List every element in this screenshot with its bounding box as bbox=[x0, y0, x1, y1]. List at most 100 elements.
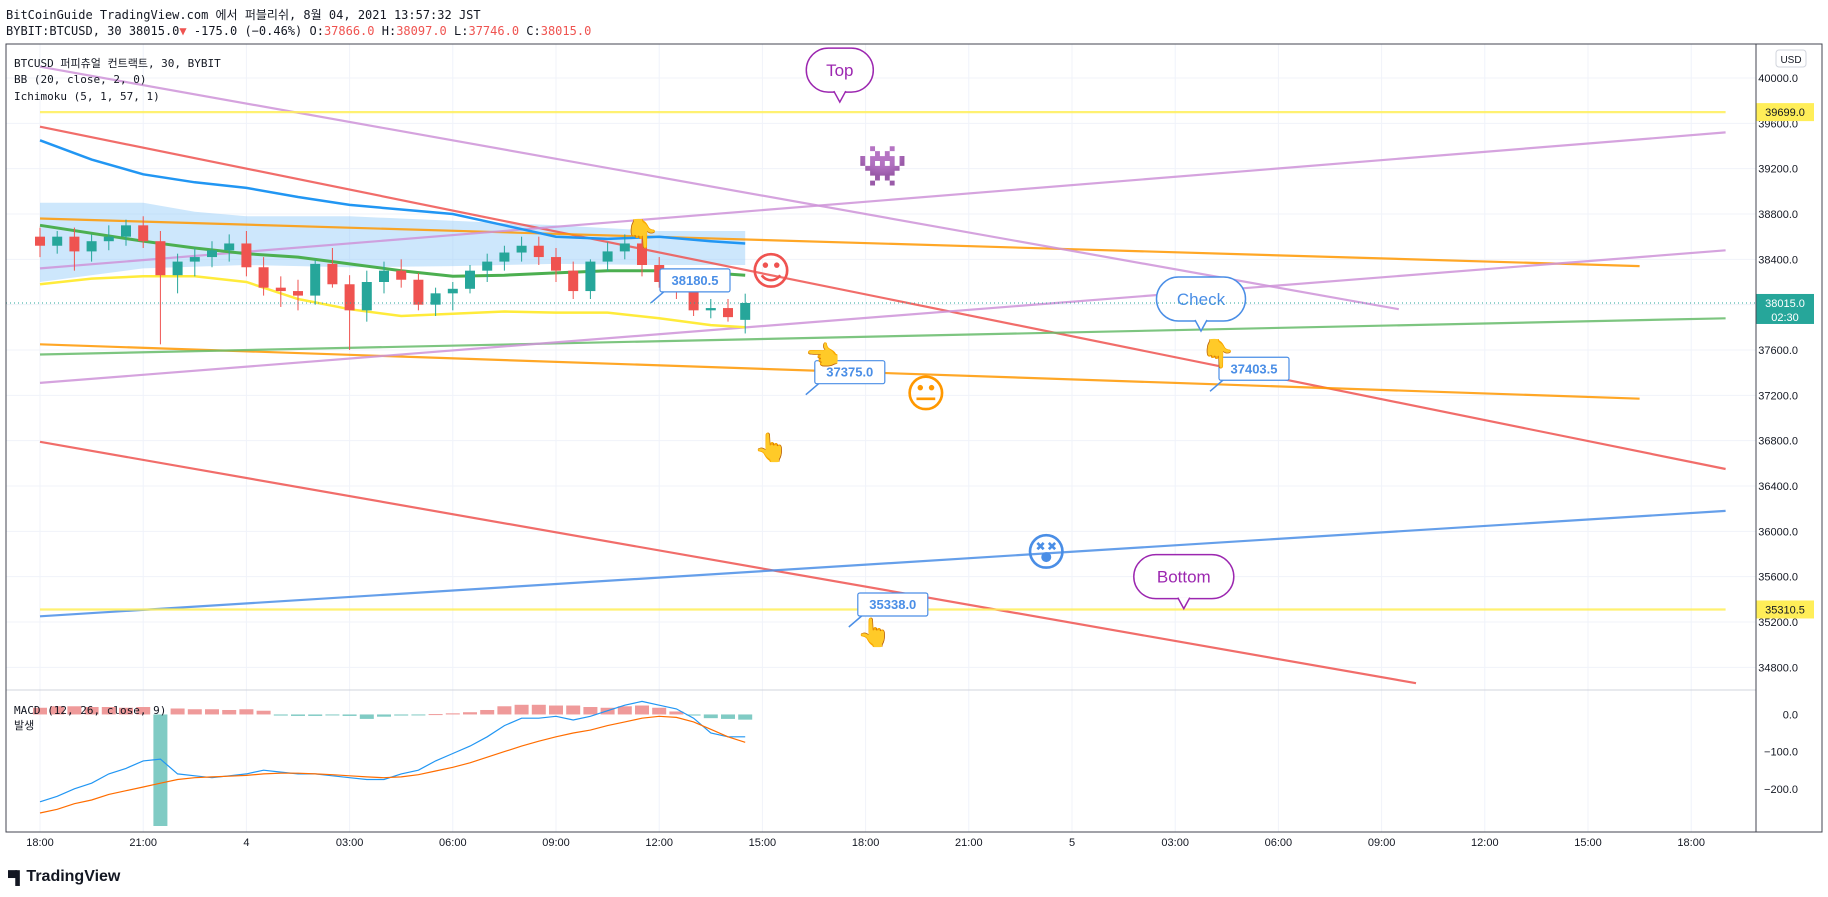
y-tick-label: 38400.0 bbox=[1758, 254, 1798, 266]
candle-body bbox=[327, 263, 338, 285]
candle-body bbox=[740, 302, 751, 320]
hand-pointer-icon[interactable]: 👈 bbox=[805, 339, 840, 372]
y-tick-label: 36000.0 bbox=[1758, 526, 1798, 538]
legend: BTCUSD 퍼피츄얼 컨트랙트, 30, BYBIT BB (20, clos… bbox=[14, 49, 1807, 732]
emoji-icon[interactable]: 👾 bbox=[858, 144, 908, 190]
candle-body bbox=[447, 288, 458, 294]
price-tag-last bbox=[1756, 293, 1814, 324]
y-tick-label: 36800.0 bbox=[1758, 436, 1798, 448]
x-tick-label: 21:00 bbox=[129, 837, 157, 849]
x-tick-label: 03:00 bbox=[336, 837, 364, 849]
emoji-icon[interactable]: 😵 bbox=[1025, 530, 1067, 576]
down-arrow-icon: ▼ bbox=[179, 24, 187, 38]
callout-text: Bottom bbox=[1157, 568, 1211, 587]
candle-body bbox=[465, 270, 475, 289]
trend-line-green[interactable] bbox=[39, 317, 1726, 356]
trend-line-orange[interactable] bbox=[39, 217, 1640, 268]
price-chart[interactable]: Top Check Bottom 38180.5 37375.0 37403.5 35338… bbox=[0, 0, 1828, 870]
price-label-text: 37403.5 bbox=[1231, 361, 1278, 376]
hand-pointer-icon[interactable]: 👇 bbox=[625, 217, 660, 250]
y-tick-label: 37200.0 bbox=[1758, 390, 1798, 402]
macd-histogram-bar bbox=[738, 714, 753, 720]
emoji-icon[interactable]: ☺ bbox=[750, 249, 792, 295]
x-tick-label: 18:00 bbox=[852, 837, 880, 849]
x-tick-label: 12:00 bbox=[1471, 837, 1499, 849]
ohlc-line: BYBIT:BTCUSD, 30 38015.0▼ -175.0 (−0.46%… bbox=[6, 24, 591, 38]
price-label-text: 38180.5 bbox=[672, 273, 719, 288]
price-label-box[interactable] bbox=[1218, 356, 1290, 381]
candle-body bbox=[138, 225, 149, 242]
price-label-pointer bbox=[848, 614, 864, 628]
candle-body bbox=[705, 308, 716, 311]
candle-body bbox=[516, 245, 527, 253]
x-tick-label: 06:00 bbox=[439, 837, 467, 849]
macd-histogram-bar bbox=[686, 714, 701, 716]
bb-basis-line bbox=[39, 223, 746, 278]
legend-macd: MACD (12, 26, close, 9) bbox=[14, 704, 166, 717]
callout-text: Top bbox=[826, 61, 853, 80]
macd-histogram-bar bbox=[273, 714, 288, 716]
pane-frame bbox=[5, 43, 1823, 833]
candle-body bbox=[293, 291, 303, 296]
callout-tail bbox=[833, 90, 847, 104]
macd-histogram-bar bbox=[50, 706, 65, 715]
candle-body bbox=[430, 293, 441, 305]
low-value: 37746.0 bbox=[468, 24, 520, 38]
y-tick-label: 39600.0 bbox=[1758, 118, 1798, 130]
callout-tail bbox=[1177, 597, 1191, 611]
macd-histogram-bar bbox=[377, 714, 391, 717]
price-label-pointer bbox=[1209, 378, 1225, 392]
y-tick-label: 35600.0 bbox=[1758, 572, 1798, 584]
price-label-box[interactable] bbox=[814, 360, 886, 385]
macd-histogram-bar bbox=[84, 707, 99, 715]
candle-body bbox=[69, 236, 80, 252]
macd-pane bbox=[6, 689, 1756, 826]
hand-pointer-icon[interactable]: 👆 bbox=[754, 431, 789, 464]
candle-body bbox=[241, 243, 252, 268]
macd-histogram-bar bbox=[222, 709, 237, 715]
x-tick-label: 4 bbox=[243, 837, 249, 849]
hand-pointer-icon[interactable]: 👇 bbox=[1201, 337, 1236, 370]
candle-body bbox=[121, 225, 131, 237]
price-label-text: 35338.0 bbox=[869, 597, 916, 612]
x-tick-label: 18:00 bbox=[1677, 837, 1705, 849]
trend-line-violet[interactable] bbox=[39, 65, 1399, 311]
trend-line-violet[interactable] bbox=[39, 131, 1726, 270]
y-tick-label: 38800.0 bbox=[1758, 209, 1798, 221]
macd-histogram-bar bbox=[411, 714, 426, 716]
tradingview-logo-icon: ▀▌ bbox=[8, 869, 24, 885]
trend-line-red[interactable] bbox=[39, 440, 1417, 685]
trend-line-red[interactable] bbox=[39, 125, 1726, 471]
macd-histogram-bar bbox=[187, 709, 202, 715]
price-tag-yellow bbox=[1756, 600, 1814, 619]
candle-body bbox=[637, 243, 647, 265]
x-tick-label: 21:00 bbox=[955, 837, 983, 849]
y-tick-label: 40000.0 bbox=[1758, 73, 1798, 85]
macd-histogram-bar bbox=[463, 712, 477, 715]
high-label: H: bbox=[381, 24, 397, 38]
price-label-box[interactable] bbox=[659, 268, 731, 293]
trend-line-blue[interactable] bbox=[39, 509, 1726, 618]
annotations[interactable]: Top Check Bottom 38180.5 37375.0 37403.5 35338… bbox=[625, 47, 1290, 649]
trend-line-violet[interactable] bbox=[39, 249, 1726, 384]
macd-histogram-bar bbox=[256, 710, 271, 715]
candle-body bbox=[499, 252, 510, 262]
x-tick-label: 15:00 bbox=[749, 837, 777, 849]
y-tick-label: 37600.0 bbox=[1758, 345, 1798, 357]
candle-body bbox=[602, 251, 613, 262]
macd-signal-line bbox=[39, 715, 746, 814]
currency-box[interactable] bbox=[1775, 49, 1807, 68]
close-label: C: bbox=[526, 24, 541, 38]
hand-pointer-icon[interactable]: 👆 bbox=[857, 616, 892, 649]
macd-histogram-bar bbox=[119, 707, 133, 715]
high-value: 38097.0 bbox=[396, 24, 447, 38]
price-label-box[interactable] bbox=[857, 592, 929, 617]
emoji-icon[interactable]: 😐 bbox=[905, 371, 947, 417]
candle-body bbox=[361, 282, 372, 311]
candle-body bbox=[224, 243, 235, 251]
axes: 34800.0 35200.0 35600.0 36000.0 36400.0 36800… bbox=[6, 73, 1814, 849]
macd-histogram-bar bbox=[33, 707, 47, 715]
ichimoku-cloud bbox=[40, 202, 746, 282]
macd-histogram-bar bbox=[652, 707, 667, 715]
macd-histogram-bar bbox=[67, 706, 82, 715]
